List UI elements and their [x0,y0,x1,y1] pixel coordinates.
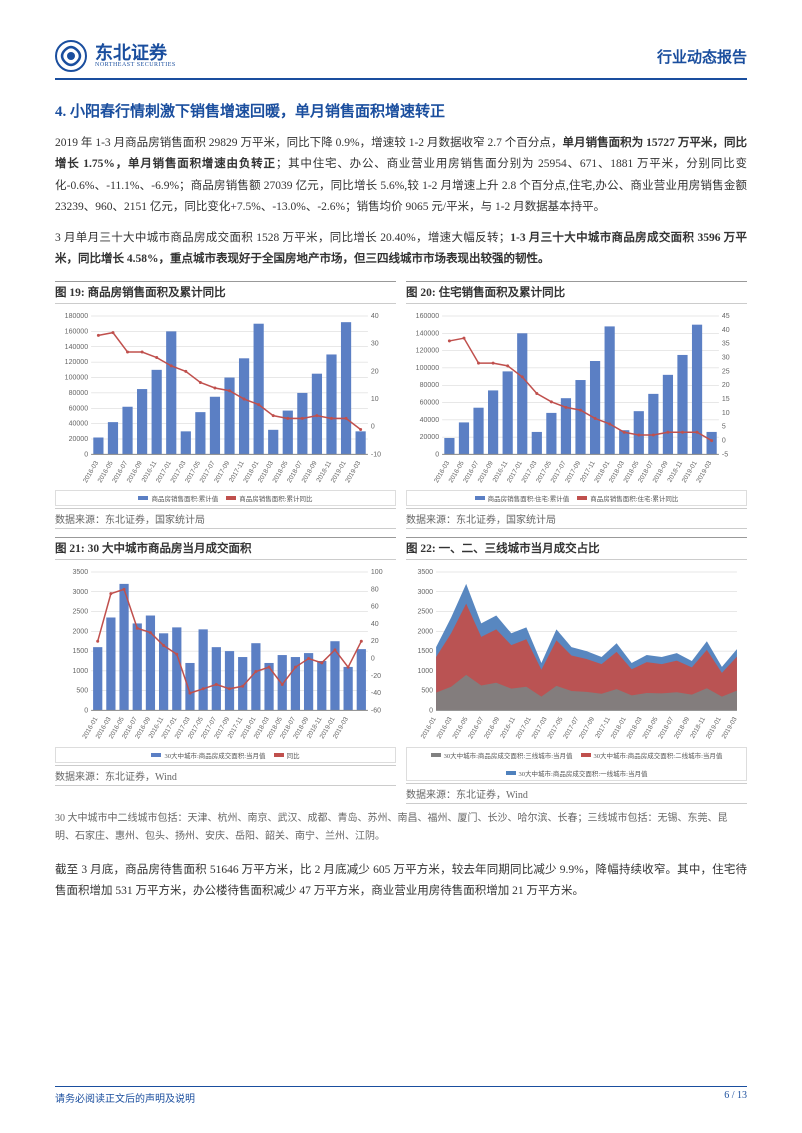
logo: 东北证券 NORTHEAST SECURITIES [55,40,176,72]
chart-19-title: 图 19: 商品房销售面积及累计同比 [55,281,396,300]
section-heading: 4. 小阳春行情刺激下销售增速回暖，单月销售面积增速转正 [55,100,747,121]
svg-text:0: 0 [435,451,439,458]
svg-text:60000: 60000 [69,405,89,412]
page-number: 6 / 13 [724,1090,747,1105]
chart-21: 0 500 1000 1500 2000 2500 3000 3500 -60 -40 -20 0 20… [55,564,396,745]
svg-text:25: 25 [722,368,730,375]
chart-20-source: 数据来源：东北证券，国家统计局 [406,508,747,529]
svg-text:120000: 120000 [416,347,440,354]
svg-text:0: 0 [722,437,726,444]
svg-text:20000: 20000 [420,434,440,441]
chart-22-legend: 30大中城市:商品房成交面积:三线城市:当月值30大中城市:商品房成交面积:二线… [406,747,747,781]
svg-text:20: 20 [371,368,379,375]
svg-text:160000: 160000 [65,328,89,335]
svg-text:2000: 2000 [417,628,433,635]
svg-text:180000: 180000 [65,313,89,320]
svg-text:100000: 100000 [416,365,440,372]
svg-text:10: 10 [371,396,379,403]
svg-text:40: 40 [371,621,379,628]
page-header: 东北证券 NORTHEAST SECURITIES 行业动态报告 [55,40,747,80]
chart-19-source: 数据来源：东北证券，国家统计局 [55,508,396,529]
svg-text:20: 20 [371,638,379,645]
company-logo-icon [55,40,87,72]
svg-text:3000: 3000 [72,589,88,596]
chart-19-legend: 商品房销售面积:累计值商品房销售面积:累计同比 [55,490,396,506]
svg-text:2500: 2500 [72,609,88,616]
doc-type-label: 行业动态报告 [657,46,747,67]
svg-text:-20: -20 [371,673,381,680]
svg-text:40000: 40000 [420,416,440,423]
svg-text:40: 40 [371,313,379,320]
svg-text:120000: 120000 [65,359,89,366]
svg-text:500: 500 [421,688,433,695]
svg-text:20: 20 [722,382,730,389]
svg-text:1000: 1000 [417,668,433,675]
svg-text:140000: 140000 [65,343,89,350]
chart-20: 0 20000 40000 60000 80000 100000 120000 140000 1… [406,308,747,489]
svg-text:160000: 160000 [416,313,440,320]
paragraph-2: 3 月单月三十大中城市商品房成交面积 1528 万平米，同比增长 20.40%，… [55,228,747,271]
chart-21-source: 数据来源：东北证券，Wind [55,765,396,786]
svg-text:40: 40 [722,326,730,333]
svg-text:500: 500 [76,688,88,695]
svg-text:0: 0 [84,451,88,458]
svg-text:1500: 1500 [417,648,433,655]
chart-22-title: 图 22: 一、二、三线城市当月成交占比 [406,537,747,556]
svg-text:-60: -60 [371,708,381,715]
cities-note: 30 大中城市中二线城市包括：天津、杭州、南京、武汉、成都、青岛、苏州、南昌、福… [55,810,747,846]
svg-text:2500: 2500 [417,609,433,616]
svg-text:2019-03: 2019-03 [721,716,739,740]
chart-20-legend: 商品房销售面积:住宅:累计值商品房销售面积:住宅:累计同比 [406,490,747,506]
svg-text:-10: -10 [371,451,381,458]
svg-text:45: 45 [722,313,730,320]
svg-text:3500: 3500 [72,569,88,576]
svg-text:140000: 140000 [416,330,440,337]
svg-text:0: 0 [84,708,88,715]
chart-21-legend: 30大中城市:商品房成交面积:当月值同比 [55,747,396,763]
footer-disclaimer: 请务必阅读正文后的声明及说明 [55,1090,195,1105]
paragraph-1: 2019 年 1-3 月商品房销售面积 29829 万平米，同比下降 0.9%，… [55,133,747,218]
svg-text:1000: 1000 [72,668,88,675]
company-name-cn: 东北证券 [95,44,176,62]
svg-text:15: 15 [722,396,730,403]
svg-text:100: 100 [371,569,383,576]
paragraph-3: 截至 3 月底，商品房待售面积 51646 万平方米，比 2 月底减少 605 … [55,860,747,903]
svg-text:5: 5 [722,423,726,430]
svg-text:20000: 20000 [69,436,89,443]
svg-text:0: 0 [429,708,433,715]
svg-text:-5: -5 [722,451,728,458]
chart-19: 0 20000 40000 60000 80000 100000 120000 140000 1… [55,308,396,489]
svg-text:2000: 2000 [72,628,88,635]
svg-text:80: 80 [371,586,379,593]
svg-text:0: 0 [371,656,375,663]
svg-text:60000: 60000 [420,399,440,406]
svg-text:40000: 40000 [69,420,89,427]
chart-22-source: 数据来源：东北证券，Wind [406,783,747,804]
page-footer: 请务必阅读正文后的声明及说明 6 / 13 [55,1086,747,1105]
svg-text:3000: 3000 [417,589,433,596]
svg-text:10: 10 [722,409,730,416]
svg-text:0: 0 [371,423,375,430]
svg-text:100000: 100000 [65,374,89,381]
svg-text:80000: 80000 [420,382,440,389]
svg-text:60: 60 [371,604,379,611]
svg-text:35: 35 [722,340,730,347]
svg-text:80000: 80000 [69,390,89,397]
svg-text:30: 30 [722,354,730,361]
svg-text:1500: 1500 [72,648,88,655]
chart-21-title: 图 21: 30 大中城市商品房当月成交面积 [55,537,396,556]
svg-text:30: 30 [371,340,379,347]
svg-text:-40: -40 [371,690,381,697]
chart-22: 05001000150020002500300035002016-012016-… [406,564,747,745]
svg-text:3500: 3500 [417,569,433,576]
company-name-en: NORTHEAST SECURITIES [95,62,176,68]
chart-20-title: 图 20: 住宅销售面积及累计同比 [406,281,747,300]
